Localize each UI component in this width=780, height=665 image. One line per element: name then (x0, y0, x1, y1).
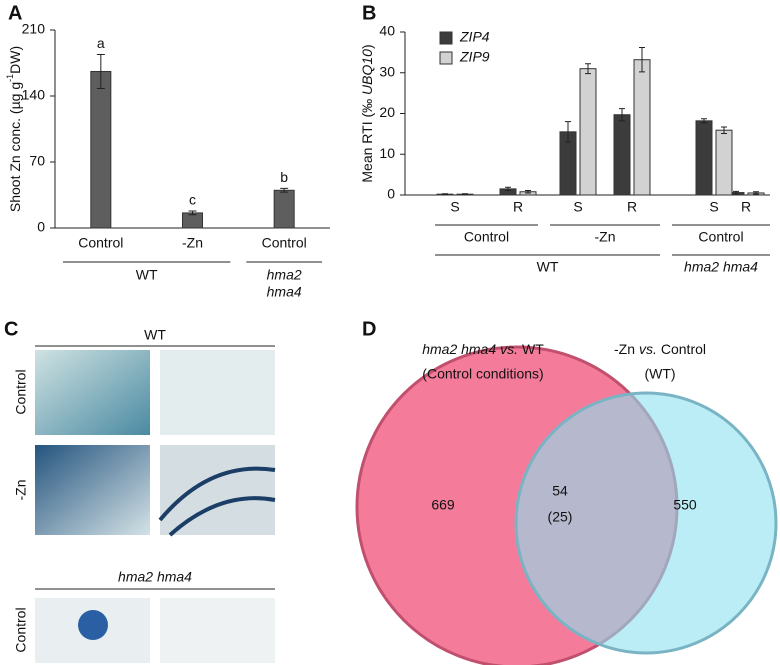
subgroup-label: Control (698, 229, 743, 245)
bar (273, 189, 295, 229)
bar (613, 114, 631, 196)
venn-right (514, 391, 778, 655)
text-part: ) (359, 44, 375, 49)
significance-letter: c (189, 192, 196, 208)
column-label: WT (144, 327, 166, 343)
venn-right-sub: (WT) (644, 366, 675, 382)
bar (90, 70, 112, 229)
y-tick-label: 70 (29, 153, 45, 169)
legend-swatch (439, 31, 453, 45)
text-part: hma2 hma4 (422, 341, 496, 357)
image (160, 350, 275, 435)
error-bar (585, 63, 591, 75)
venn-right-label: -Zn vs. Control (614, 341, 706, 357)
significance-letter: b (280, 169, 288, 185)
panel-label: B (362, 2, 376, 24)
group-label: WT (136, 267, 158, 283)
text-part: DW) (7, 46, 23, 74)
image (35, 350, 150, 435)
x-tick-label: R (627, 199, 637, 215)
error-bar (442, 193, 448, 196)
x-tick-label: Control (262, 235, 307, 251)
error-bar (525, 190, 531, 194)
error-bar (753, 191, 759, 195)
venn-count: 669 (431, 497, 455, 513)
text-part: Mean RTI (‰ (359, 95, 375, 183)
error-bar (639, 46, 645, 73)
venn-count: 54 (552, 483, 568, 499)
y-tick-label: 40 (379, 23, 395, 39)
y-tick-label: 20 (379, 104, 395, 120)
panel-label: D (362, 318, 376, 340)
y-tick-label: 0 (387, 186, 395, 202)
text-part: -1 (5, 74, 15, 82)
subgroup-label: -Zn (595, 229, 616, 245)
venn-left-sub: (Control conditions) (422, 366, 543, 382)
subgroup-label: Control (464, 229, 509, 245)
text-part: WT (522, 341, 544, 357)
significance-letter: a (97, 35, 105, 51)
x-tick-label: Control (78, 235, 123, 251)
y-tick-label: 0 (37, 219, 45, 235)
error-bar (96, 54, 105, 89)
legend-swatch (439, 51, 453, 65)
error-bar (462, 193, 468, 196)
error-bar (565, 121, 571, 143)
bar (695, 120, 713, 196)
legend-label: ZIP4 (459, 29, 490, 45)
panel-c-images (35, 350, 276, 663)
y-tick-label: 210 (22, 21, 46, 37)
image (160, 445, 275, 535)
x-tick-label: R (741, 199, 751, 215)
image (160, 598, 275, 663)
text-part: UBQ10 (359, 49, 375, 95)
y-axis-label: Mean RTI (‰ UBQ10) (359, 44, 375, 182)
text-part: -Zn (614, 341, 635, 357)
row-label: -Zn (13, 480, 29, 501)
text-part: vs. (639, 341, 657, 357)
error-bar (188, 210, 197, 216)
text-part: Control (661, 341, 706, 357)
x-tick-label: S (450, 199, 459, 215)
x-tick-label: S (709, 199, 718, 215)
image (35, 445, 150, 535)
error-bar (701, 118, 707, 124)
error-bar (505, 186, 511, 192)
y-axis-label: Shoot Zn conc. (µg g-1DW) (5, 46, 22, 212)
venn-count: (25) (548, 509, 573, 525)
seedling (78, 610, 108, 640)
bar (633, 59, 651, 196)
error-bar (280, 187, 289, 193)
error-bar (733, 190, 739, 195)
venn-count: 550 (673, 497, 697, 513)
group-label: hma2 (267, 267, 302, 283)
bar (715, 129, 733, 196)
panel-label: C (4, 318, 18, 340)
group-label: hma4 (267, 284, 302, 300)
column-label: hma2 hma4 (118, 569, 192, 585)
bar (579, 68, 597, 196)
row-label: Control (13, 369, 29, 414)
legend-label: ZIP9 (459, 49, 490, 65)
error-bar (721, 126, 727, 134)
text-part: vs. (500, 341, 518, 357)
x-tick-label: S (573, 199, 582, 215)
text-part: Shoot Zn conc. (µg g (7, 82, 23, 212)
panel-label: A (8, 2, 22, 24)
error-bar (619, 108, 625, 122)
y-tick-label: 10 (379, 145, 395, 161)
x-tick-label: -Zn (182, 235, 203, 251)
group-label: WT (537, 259, 559, 275)
y-tick-label: 140 (22, 87, 46, 103)
y-tick-label: 30 (379, 63, 395, 79)
x-tick-label: R (513, 199, 523, 215)
group-label: hma2 hma4 (684, 259, 758, 275)
root (158, 466, 276, 537)
venn-left-label: hma2 hma4 vs. WT (422, 341, 544, 357)
row-label: Control (13, 607, 29, 652)
